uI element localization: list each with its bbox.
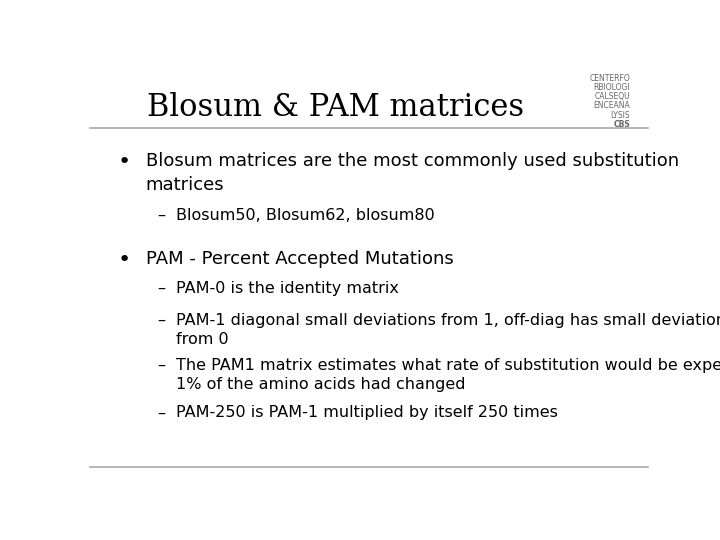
Text: •: •	[118, 250, 131, 270]
Text: CENTERFO: CENTERFO	[590, 74, 630, 83]
Text: Blosum50, Blosum62, blosum80: Blosum50, Blosum62, blosum80	[176, 208, 435, 223]
Text: CALSEQU: CALSEQU	[595, 92, 630, 101]
Text: –: –	[157, 406, 165, 420]
Text: The PAM1 matrix estimates what rate of substitution would be expected if
1% of t: The PAM1 matrix estimates what rate of s…	[176, 357, 720, 393]
Text: PAM - Percent Accepted Mutations: PAM - Percent Accepted Mutations	[145, 250, 454, 268]
Text: •: •	[118, 152, 131, 172]
Text: Blosum matrices are the most commonly used substitution
matrices: Blosum matrices are the most commonly us…	[145, 152, 679, 194]
Text: –: –	[157, 281, 165, 296]
Text: LYSIS: LYSIS	[611, 111, 630, 119]
Text: RBIOLOGI: RBIOLOGI	[593, 83, 630, 92]
Text: PAM-1 diagonal small deviations from 1, off-diag has small deviations
from 0: PAM-1 diagonal small deviations from 1, …	[176, 313, 720, 347]
Text: ENCEANA: ENCEANA	[593, 102, 630, 110]
Text: Blosum & PAM matrices: Blosum & PAM matrices	[147, 92, 524, 123]
Text: PAM-250 is PAM-1 multiplied by itself 250 times: PAM-250 is PAM-1 multiplied by itself 25…	[176, 406, 559, 420]
Text: –: –	[157, 208, 165, 223]
Text: –: –	[157, 357, 165, 373]
Text: CBS: CBS	[613, 120, 630, 129]
Text: –: –	[157, 313, 165, 328]
Text: PAM-0 is the identity matrix: PAM-0 is the identity matrix	[176, 281, 400, 296]
